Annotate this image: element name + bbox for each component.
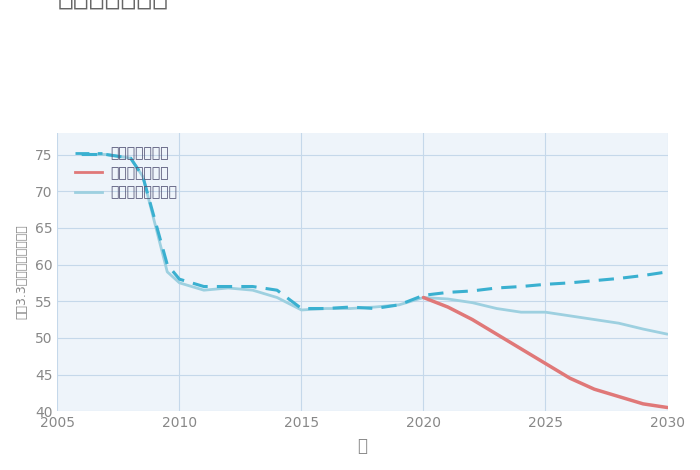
ノーマルシナリオ — [150, 221, 159, 227]
ノーマルシナリオ — [615, 321, 623, 326]
グッドシナリオ — [139, 174, 147, 180]
グッドシナリオ — [615, 275, 623, 281]
Line: バッドシナリオ: バッドシナリオ — [424, 298, 668, 407]
グッドシナリオ — [590, 278, 598, 283]
バッドシナリオ — [419, 295, 428, 300]
グッドシナリオ — [248, 284, 257, 290]
ノーマルシナリオ — [517, 309, 525, 315]
ノーマルシナリオ — [664, 331, 672, 337]
グッドシナリオ — [517, 284, 525, 290]
ノーマルシナリオ — [127, 156, 135, 161]
バッドシナリオ — [566, 376, 574, 381]
バッドシナリオ — [590, 386, 598, 392]
ノーマルシナリオ — [370, 304, 379, 310]
Y-axis label: 坪（3.3㎡）単価（万円）: 坪（3.3㎡）単価（万円） — [15, 225, 28, 319]
グッドシナリオ — [150, 218, 159, 223]
ノーマルシナリオ — [298, 307, 306, 313]
ノーマルシナリオ — [175, 280, 183, 286]
ノーマルシナリオ — [468, 300, 477, 306]
バッドシナリオ — [664, 405, 672, 410]
バッドシナリオ — [517, 346, 525, 352]
グッドシナリオ — [175, 276, 183, 282]
ノーマルシナリオ — [541, 309, 550, 315]
ノーマルシナリオ — [493, 306, 501, 311]
ノーマルシナリオ — [163, 269, 172, 274]
グッドシナリオ — [493, 285, 501, 291]
Text: 奈良県奈良市大柳生町の
土地の価格推移: 奈良県奈良市大柳生町の 土地の価格推移 — [57, 0, 232, 10]
グッドシナリオ — [541, 282, 550, 287]
ノーマルシナリオ — [419, 295, 428, 300]
ノーマルシナリオ — [444, 296, 452, 302]
Line: グッドシナリオ: グッドシナリオ — [82, 155, 668, 308]
バッドシナリオ — [444, 304, 452, 310]
グッドシナリオ — [639, 273, 648, 278]
Line: ノーマルシナリオ: ノーマルシナリオ — [82, 155, 668, 334]
ノーマルシナリオ — [566, 313, 574, 319]
バッドシナリオ — [541, 360, 550, 366]
ノーマルシナリオ — [590, 317, 598, 322]
グッドシナリオ — [566, 280, 574, 286]
グッドシナリオ — [163, 262, 172, 267]
グッドシナリオ — [468, 288, 477, 294]
グッドシナリオ — [78, 152, 86, 157]
ノーマルシナリオ — [102, 152, 111, 157]
ノーマルシナリオ — [322, 306, 330, 311]
ノーマルシナリオ — [78, 152, 86, 157]
バッドシナリオ — [615, 394, 623, 399]
グッドシナリオ — [395, 302, 403, 308]
グッドシナリオ — [370, 306, 379, 311]
X-axis label: 年: 年 — [358, 437, 368, 455]
バッドシナリオ — [468, 317, 477, 322]
グッドシナリオ — [102, 152, 111, 157]
ノーマルシナリオ — [139, 174, 147, 180]
ノーマルシナリオ — [395, 302, 403, 308]
ノーマルシナリオ — [273, 295, 281, 300]
グッドシナリオ — [346, 304, 354, 310]
ノーマルシナリオ — [224, 285, 232, 291]
ノーマルシナリオ — [639, 326, 648, 332]
グッドシナリオ — [127, 156, 135, 161]
ノーマルシナリオ — [199, 287, 208, 293]
ノーマルシナリオ — [248, 287, 257, 293]
グッドシナリオ — [224, 284, 232, 290]
グッドシナリオ — [444, 290, 452, 295]
グッドシナリオ — [419, 292, 428, 298]
Legend: グッドシナリオ, バッドシナリオ, ノーマルシナリオ: グッドシナリオ, バッドシナリオ, ノーマルシナリオ — [71, 142, 182, 204]
グッドシナリオ — [298, 306, 306, 311]
グッドシナリオ — [322, 306, 330, 311]
バッドシナリオ — [493, 331, 501, 337]
ノーマルシナリオ — [346, 306, 354, 311]
グッドシナリオ — [273, 287, 281, 293]
グッドシナリオ — [199, 284, 208, 290]
グッドシナリオ — [664, 269, 672, 274]
バッドシナリオ — [639, 401, 648, 407]
